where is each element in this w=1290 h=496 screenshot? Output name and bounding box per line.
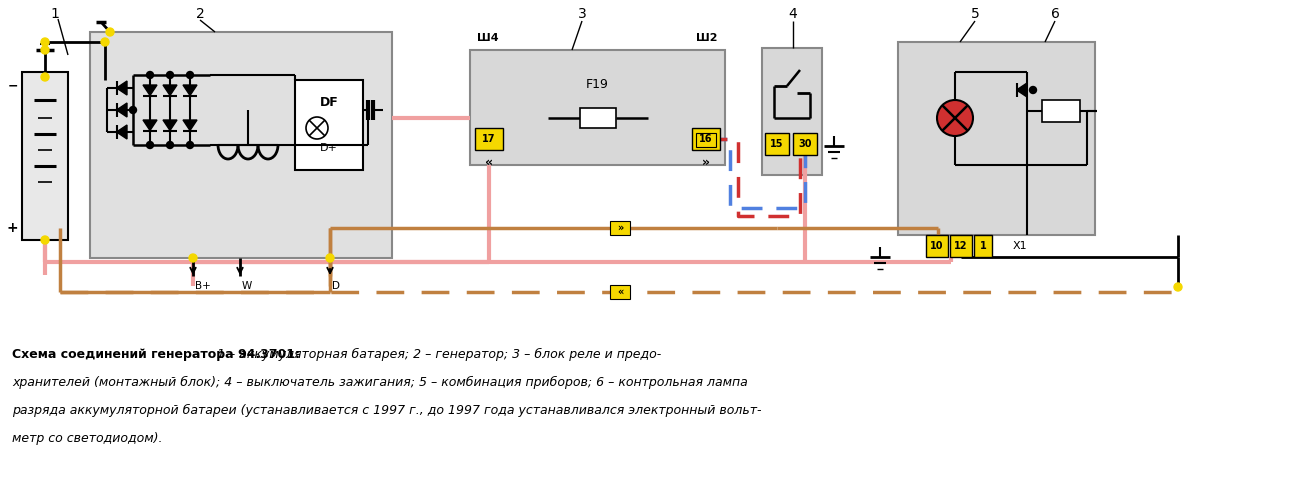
Text: 16: 16 <box>699 134 713 144</box>
Bar <box>949 235 971 257</box>
Polygon shape <box>183 85 197 96</box>
Text: +: + <box>6 221 18 235</box>
Bar <box>1042 100 1080 122</box>
Bar <box>90 32 392 258</box>
Text: 12: 12 <box>955 241 968 251</box>
Text: «: « <box>617 287 623 297</box>
Circle shape <box>41 73 49 81</box>
Polygon shape <box>163 85 177 96</box>
Text: DF: DF <box>320 96 338 109</box>
Circle shape <box>187 141 194 148</box>
Text: 10: 10 <box>930 241 944 251</box>
Polygon shape <box>116 81 126 95</box>
Circle shape <box>147 71 154 78</box>
Bar <box>475 128 503 150</box>
Text: 30: 30 <box>799 139 811 149</box>
Text: D: D <box>332 281 341 291</box>
Text: 15: 15 <box>770 139 784 149</box>
Circle shape <box>129 107 137 114</box>
Text: 6: 6 <box>1050 7 1059 21</box>
Text: 3: 3 <box>578 7 587 21</box>
Text: разряда аккумуляторной батареи (устанавливается с 1997 г., до 1997 года устанавл: разряда аккумуляторной батареи (устанавл… <box>12 404 761 417</box>
Bar <box>22 72 68 240</box>
Text: Ш2: Ш2 <box>697 33 717 43</box>
Circle shape <box>41 236 49 244</box>
Text: −: − <box>8 79 18 92</box>
Text: F19: F19 <box>586 78 609 91</box>
Text: 5: 5 <box>970 7 979 21</box>
Text: W: W <box>243 281 253 291</box>
Polygon shape <box>1017 83 1027 97</box>
Bar <box>691 128 720 150</box>
Bar <box>926 235 948 257</box>
Text: »: » <box>617 223 623 233</box>
Circle shape <box>41 46 49 54</box>
Text: «: « <box>485 156 493 169</box>
Text: 1: 1 <box>979 241 987 251</box>
Text: Схема соединений генератора 94.3701:: Схема соединений генератора 94.3701: <box>12 348 304 361</box>
Circle shape <box>326 254 334 262</box>
Polygon shape <box>143 120 157 130</box>
Polygon shape <box>183 120 197 130</box>
Circle shape <box>41 38 49 46</box>
Polygon shape <box>143 85 157 96</box>
Bar <box>295 80 362 170</box>
Bar <box>765 133 789 155</box>
Circle shape <box>306 117 328 139</box>
Circle shape <box>1174 283 1182 291</box>
Polygon shape <box>116 125 126 139</box>
Text: 2: 2 <box>196 7 204 21</box>
Text: 17: 17 <box>482 134 495 144</box>
Text: D+: D+ <box>320 143 338 153</box>
Bar <box>610 221 630 235</box>
Bar <box>793 133 817 155</box>
Bar <box>579 108 615 128</box>
Circle shape <box>187 71 194 78</box>
Bar <box>697 133 716 147</box>
Text: »: » <box>702 156 710 169</box>
Bar <box>974 235 992 257</box>
Bar <box>762 48 822 175</box>
Text: Ш4: Ш4 <box>477 33 499 43</box>
Circle shape <box>166 71 173 78</box>
Text: 4: 4 <box>788 7 797 21</box>
Bar <box>898 42 1095 235</box>
Text: X1: X1 <box>1013 241 1028 251</box>
Circle shape <box>106 28 114 36</box>
Text: метр со светодиодом).: метр со светодиодом). <box>12 432 163 445</box>
Polygon shape <box>163 120 177 130</box>
Circle shape <box>166 141 173 148</box>
Circle shape <box>1029 86 1036 94</box>
Text: 1 – аккумуляторная батарея; 2 – генератор; 3 – блок реле и предо-: 1 – аккумуляторная батарея; 2 – генерато… <box>217 348 662 361</box>
Circle shape <box>190 254 197 262</box>
Polygon shape <box>116 103 126 117</box>
Circle shape <box>147 141 154 148</box>
Text: хранителей (монтажный блок); 4 – выключатель зажигания; 5 – комбинация приборов;: хранителей (монтажный блок); 4 – выключа… <box>12 376 748 389</box>
Text: B+: B+ <box>195 281 210 291</box>
Bar <box>470 50 725 165</box>
Text: 1: 1 <box>50 7 59 21</box>
Circle shape <box>937 100 973 136</box>
Bar <box>610 285 630 299</box>
Circle shape <box>101 38 108 46</box>
